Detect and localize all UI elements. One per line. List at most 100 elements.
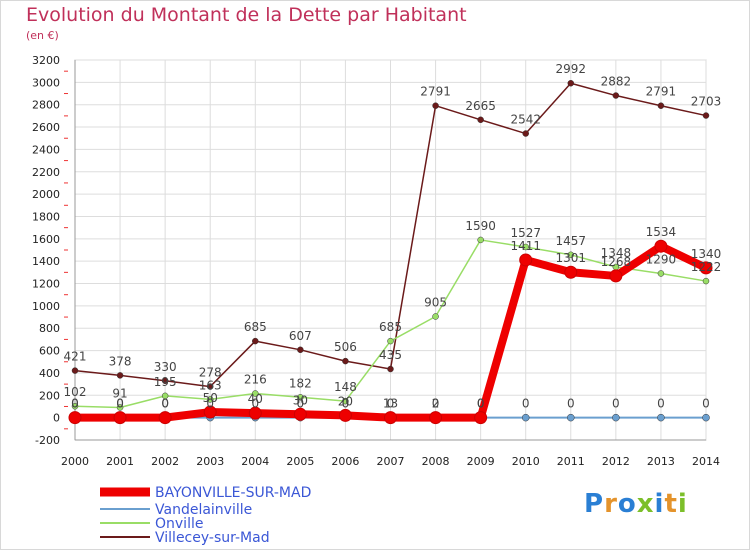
data-label: 1348 xyxy=(601,246,632,260)
data-label: 330 xyxy=(154,360,177,374)
series-point xyxy=(702,277,710,285)
series-point xyxy=(477,236,484,244)
series-point xyxy=(161,392,169,400)
y-tick-label: 1800 xyxy=(32,210,60,223)
data-label: 0 xyxy=(432,397,440,411)
series-point xyxy=(702,413,710,422)
data-label: 182 xyxy=(289,376,312,390)
series-point xyxy=(702,112,710,119)
y-tick-label: 2200 xyxy=(32,166,60,179)
series-point xyxy=(477,116,484,124)
series-point xyxy=(432,313,439,320)
data-label: 216 xyxy=(244,373,267,387)
y-tick-label: 1000 xyxy=(32,300,60,313)
y-tick-label: 3000 xyxy=(32,76,60,89)
data-label: 2542 xyxy=(510,113,541,127)
data-label: 278 xyxy=(199,366,222,380)
series-point xyxy=(338,408,352,422)
y-tick-label: 2600 xyxy=(32,121,60,134)
x-tick-label: 2004 xyxy=(241,455,269,468)
logo-letter: i xyxy=(654,489,665,519)
grid-lines xyxy=(74,59,707,441)
data-label: 2 xyxy=(432,397,440,411)
y-tick-label: -200 xyxy=(35,434,60,447)
x-tick-label: 2001 xyxy=(106,455,134,468)
series-point xyxy=(567,79,575,87)
series-point xyxy=(522,243,529,251)
data-label: 1534 xyxy=(646,225,677,239)
logo-letter: P xyxy=(584,489,605,519)
series-point xyxy=(342,357,349,365)
data-label: 50 xyxy=(203,391,218,405)
x-tick-label: 2009 xyxy=(467,455,495,468)
series-point xyxy=(248,406,262,420)
data-label: 2882 xyxy=(601,75,632,89)
data-label: 435 xyxy=(379,348,402,362)
data-label: 0 xyxy=(522,397,530,411)
data-label: 148 xyxy=(334,380,357,394)
x-tick-label: 2014 xyxy=(692,455,720,468)
series-point xyxy=(116,372,124,379)
data-label: 0 xyxy=(116,397,124,411)
data-label: 1457 xyxy=(556,234,587,248)
legend-entry: BAYONVILLE-SUR-MAD xyxy=(155,485,311,501)
x-tick-label: 2011 xyxy=(557,455,585,468)
series-point xyxy=(657,102,665,109)
series-point xyxy=(297,394,304,401)
data-label: 421 xyxy=(64,350,87,364)
data-label: 506 xyxy=(334,340,357,354)
data-label: 0 xyxy=(567,397,575,411)
y-tick-label: 200 xyxy=(39,389,60,402)
data-label: 91 xyxy=(112,386,127,400)
data-label: 0 xyxy=(702,397,710,411)
x-tick-label: 2013 xyxy=(647,455,675,468)
logo-letter: o xyxy=(617,489,637,519)
y-tick-label: 2800 xyxy=(32,99,60,112)
x-tick-label: 2000 xyxy=(61,455,89,468)
x-tick-label: 2006 xyxy=(331,455,359,468)
x-tick-label: 2007 xyxy=(377,455,405,468)
data-label: 1268 xyxy=(601,255,632,269)
y-tick-label: 0 xyxy=(53,412,60,425)
data-label: 2992 xyxy=(556,62,587,76)
data-label: 0 xyxy=(71,397,79,411)
data-label: 0 xyxy=(71,397,79,411)
y-tick-label: 2000 xyxy=(32,188,60,201)
y-tick-label: 1600 xyxy=(32,233,60,246)
series-layer xyxy=(68,79,713,425)
data-label: 607 xyxy=(289,329,312,343)
data-label: 685 xyxy=(379,320,402,334)
y-tick-label: 800 xyxy=(39,322,60,335)
legend: BAYONVILLE-SUR-MADVandelainvilleOnvilleV… xyxy=(100,485,311,546)
data-label: 1290 xyxy=(646,252,677,266)
data-label: 0 xyxy=(206,397,214,411)
x-tick-label: 2010 xyxy=(512,455,540,468)
data-label: 0 xyxy=(387,397,395,411)
data-label: 0 xyxy=(297,397,305,411)
series-point xyxy=(161,377,169,385)
data-label: 0 xyxy=(161,397,169,411)
y-tick-label: 1200 xyxy=(32,278,60,291)
series-point xyxy=(384,411,397,425)
data-label: 0 xyxy=(657,397,665,411)
y-tick-label: 600 xyxy=(39,345,60,358)
logo-letter: x xyxy=(636,489,655,519)
series-point xyxy=(609,269,623,283)
y-tick-label: 400 xyxy=(39,367,60,380)
proxiti-logo: Proxiti xyxy=(584,489,688,519)
x-tick-label: 2003 xyxy=(196,455,224,468)
logo-letter: i xyxy=(677,489,688,519)
series-point xyxy=(432,102,439,109)
series-point xyxy=(206,396,214,403)
series-point xyxy=(519,253,533,267)
series-point xyxy=(387,337,394,345)
series-point xyxy=(387,365,394,373)
series-point xyxy=(657,270,665,277)
logo-letter: r xyxy=(604,489,618,519)
x-tick-label: 2005 xyxy=(286,455,314,468)
series-point xyxy=(203,405,217,419)
data-label: 1340 xyxy=(691,247,722,261)
series-point xyxy=(657,413,665,422)
series-point xyxy=(342,397,349,405)
data-labels: 421 378 330 278 685 607 506 435 2791 2665 2542 2992… xyxy=(64,62,722,410)
